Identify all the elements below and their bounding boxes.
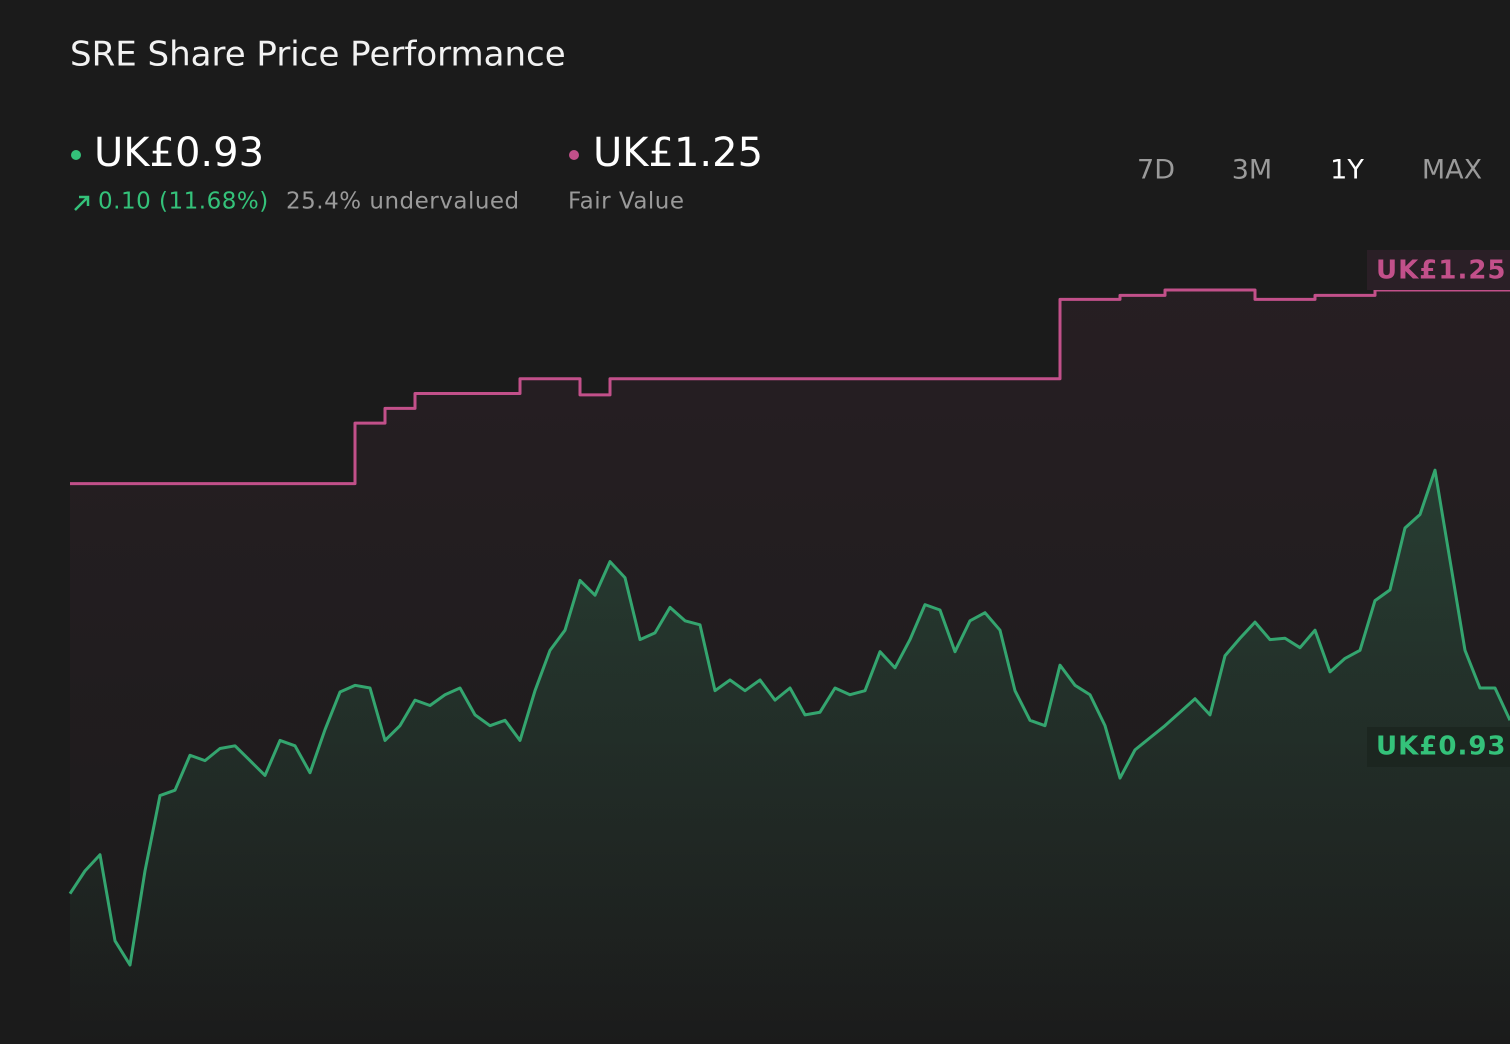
fair-value-line — [70, 288, 1510, 486]
up-arrow — [74, 195, 90, 211]
legend-dot — [569, 150, 579, 160]
price-tag: UK£0.93 — [1376, 732, 1507, 762]
fair-value: UK£1.25 — [593, 130, 763, 176]
tag-bg — [1367, 727, 1510, 767]
plot — [68, 288, 1510, 1044]
legend-label: Fair Value — [568, 189, 685, 215]
fair-value-tag: UK£1.25 — [1376, 256, 1507, 286]
period-buttons: 7D 3M 1Y MAX — [1137, 155, 1482, 186]
period-button[interactable]: 1Y — [1330, 155, 1364, 186]
period-button[interactable]: 3M — [1232, 155, 1272, 186]
tag-bg — [1367, 250, 1510, 290]
legend-dot — [71, 150, 81, 160]
period-button[interactable]: 7D — [1137, 155, 1175, 186]
chart-title: SRE Share Price Performance — [70, 35, 566, 75]
period-button[interactable]: MAX — [1422, 155, 1482, 186]
valuation: 25.4% undervalued — [286, 189, 520, 215]
price-line — [68, 468, 1510, 967]
price-area — [70, 470, 1510, 1044]
price-value: UK£0.93 — [94, 130, 264, 176]
price-change: 0.10 (11.68%) — [98, 189, 269, 215]
